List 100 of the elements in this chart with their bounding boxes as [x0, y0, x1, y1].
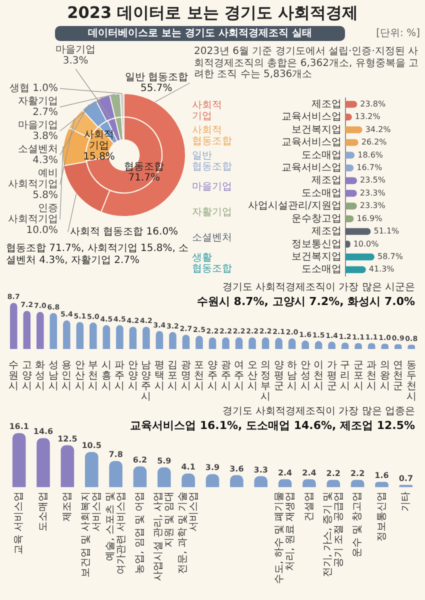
slice-label: 마을기업 [18, 120, 58, 132]
data-label: 7.8 [108, 450, 124, 460]
x-tick-label: 건설업 [304, 491, 315, 522]
x-tick-label: 부천시 [88, 360, 98, 392]
x-tick-label: 사업시설 관리, 사업 지원 및 임대 [153, 491, 176, 581]
bar [102, 325, 110, 349]
data-label: 2.7% [32, 107, 58, 118]
x-tick-label: 교육 서비스업 [14, 491, 25, 554]
bar [109, 461, 122, 488]
x-tick-label: 가평군 [326, 360, 337, 392]
x-tick-label: 용인시 [62, 360, 72, 392]
x-tick-label: 도소매업 [38, 491, 49, 532]
y-tick-label: 정보통신업 [291, 238, 342, 250]
text: 소셜벤처 [192, 232, 232, 244]
data-label: 4.1 [181, 462, 196, 472]
x-tick-label: 양평군 [274, 360, 284, 392]
chart-subtitle: 수원시 8.7%, 고양시 7.2%, 화성시 7.0% [196, 295, 415, 308]
y-tick-label: 교육서비스업 [281, 112, 342, 123]
slice-label: 일반 협동조합 [124, 72, 188, 83]
bar [169, 332, 176, 349]
bar [12, 433, 26, 488]
bar [10, 302, 18, 349]
data-label: 26.2% [361, 138, 388, 147]
bar [133, 466, 147, 488]
x-tick-label: 기타 [400, 491, 412, 512]
data-label: 34.2% [365, 124, 392, 134]
y-tick-label: 운수창고업 [291, 213, 342, 224]
x-tick-label: 제조업 [62, 491, 74, 522]
x-tick-label: 안산시 [74, 360, 85, 392]
data-label: 16.9% [356, 214, 383, 223]
chart-subtitle: 데이터베이스로 보는 경기도 사회적경제조직 실태 [55, 26, 345, 41]
data-label: 10.0% [353, 239, 380, 248]
x-tick-label: 전문, 과학 및 기술 서비스업 [177, 491, 200, 574]
x-tick-label: 광주시 [220, 360, 231, 392]
bar [182, 334, 190, 349]
x-tick-label: 파주시 [114, 360, 125, 392]
slice-label: 사회적 협동조합 16.0% [70, 226, 178, 238]
text: [단위: %] [375, 28, 420, 40]
x-tick-label: 운수 및 창고업 [352, 491, 364, 558]
chart-title: 2023 데이터로 보는 경기도 사회적경제 [66, 3, 359, 22]
slice-label: 마을기업 [56, 44, 96, 56]
data-label: 0.7 [398, 474, 413, 484]
bar [36, 438, 50, 488]
data-label: 41.3% [368, 264, 395, 274]
bar [345, 266, 366, 274]
bar [158, 467, 171, 488]
x-tick-label: 예술, 스포츠 및 여가관련 서비스업 [104, 491, 127, 574]
x-tick-label: 의왕시 [380, 360, 390, 392]
data-label: 13.2% [354, 112, 381, 122]
data-label: 55.7% [140, 82, 172, 94]
y-tick-label: 도소매업 [301, 264, 342, 276]
y-tick-label: 사업시설관리/지원업 [248, 200, 342, 212]
x-tick-label: 과천시 [366, 360, 377, 392]
slice-label: 생협 1.0% [9, 83, 58, 94]
bar [375, 482, 388, 488]
data-label: 2.2 [350, 468, 365, 478]
data-label: 3.6 [230, 464, 244, 474]
text: 일반협동조합 [192, 150, 232, 173]
text: 마을기업 [192, 182, 232, 193]
data-label: 12.5 [58, 434, 78, 444]
data-label: 2.4 [278, 468, 293, 478]
data-label: 23.3% [360, 188, 386, 198]
data-label: 6.2 [132, 456, 148, 465]
x-tick-label: 김포시 [168, 360, 178, 392]
y-tick-label: 제조업 [311, 98, 342, 110]
bar [156, 330, 164, 349]
x-tick-label: 양주시 [208, 360, 218, 392]
bar [76, 322, 84, 349]
data-label: 5.8% [32, 190, 58, 202]
data-label: 10.0% [26, 225, 58, 236]
data-label: 3.3 [254, 465, 268, 474]
data-label: 4.3% [32, 155, 58, 166]
y-tick-label: 교육서비스업 [281, 137, 342, 148]
bar [182, 473, 195, 488]
data-label: 51.1% [374, 226, 400, 236]
x-tick-label: 정보통신업 [376, 491, 388, 542]
x-tick-label: 포천시 [194, 360, 204, 392]
bar [206, 474, 220, 488]
data-label: 16.7% [356, 163, 382, 172]
text: 협동조합 71.7%, 사회적기업 15.8%, 소셜벤처 4.3%, 자활기업 2.7% [6, 243, 190, 266]
data-label: 23.8% [360, 99, 386, 108]
bar [345, 228, 371, 235]
bar [36, 312, 44, 349]
data-label: 3.3% [62, 56, 88, 67]
x-tick-label: 시흥시 [101, 360, 112, 392]
bar [345, 126, 362, 134]
data-label: 14.6 [33, 427, 54, 436]
bar [84, 452, 98, 488]
bar [345, 139, 358, 146]
x-tick-label: 하남시 [287, 360, 298, 392]
bar [142, 326, 150, 349]
data-label: 2.2 [326, 468, 340, 478]
y-tick-label: 보건복지업 [291, 252, 342, 263]
x-tick-label: 이천시 [314, 360, 324, 392]
data-label: 10.5 [82, 441, 102, 450]
data-label: 18.6% [358, 150, 384, 160]
bar [116, 325, 124, 349]
x-tick-label: 농업, 임업 및 어업 [134, 491, 146, 574]
x-tick-label: 평택시 [154, 360, 164, 392]
text: 자활기업 [192, 207, 232, 218]
